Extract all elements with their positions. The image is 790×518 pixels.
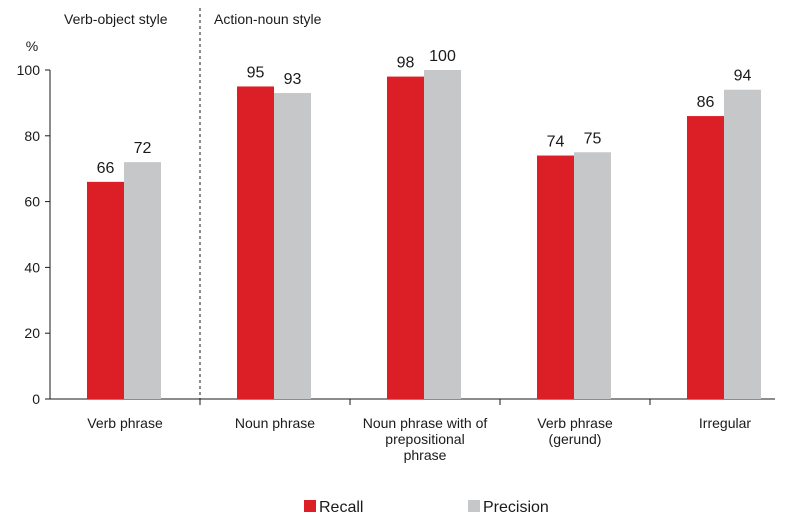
section-label-action-noun: Action-noun style — [214, 11, 322, 27]
x-category-label: Noun phrase with of prepositional phrase — [363, 415, 488, 463]
x-category-label-line: Verb phrase — [87, 415, 163, 431]
y-tick-label: 40 — [24, 259, 40, 275]
bar-recall-3 — [537, 155, 574, 399]
bar-precision-3 — [574, 152, 611, 399]
x-category-label-line: Noun phrase — [235, 415, 315, 431]
x-category-label-line: Verb phrase — [537, 415, 613, 431]
data-label-recall-4: 86 — [697, 94, 715, 111]
bar-recall-1 — [237, 86, 274, 399]
bar-recall-4 — [687, 116, 724, 399]
legend-swatch-recall — [304, 500, 316, 512]
bar-recall-0 — [87, 181, 124, 399]
data-label-recall-1: 95 — [247, 64, 265, 81]
y-tick-label: 80 — [24, 128, 40, 144]
y-tick-label: 60 — [24, 194, 40, 210]
data-label-recall-0: 66 — [97, 160, 115, 177]
legend-label-precision: Precision — [483, 499, 549, 516]
legend-label-recall: Recall — [319, 499, 363, 516]
x-category-label-line: Noun phrase with of — [363, 415, 488, 431]
x-category-label: Verb phrase (gerund) — [537, 415, 613, 447]
x-category-label-line: prepositional — [385, 431, 464, 447]
section-label-verb-object: Verb-object style — [64, 11, 168, 27]
y-axis-unit-label: % — [26, 38, 38, 54]
data-label-precision-3: 75 — [584, 130, 602, 147]
bar-precision-1 — [274, 93, 311, 399]
x-category-label-line: phrase — [404, 447, 447, 463]
axes: 0 20 40 60 80 100% — [17, 8, 775, 407]
y-tick-label: 20 — [24, 325, 40, 341]
bar-precision-0 — [124, 162, 161, 399]
bar-recall-2 — [387, 76, 424, 399]
data-label-recall-3: 74 — [547, 134, 565, 151]
data-label-precision-4: 94 — [734, 68, 752, 85]
labels: Verb-object style Action-noun style 66 72 Ve… — [64, 11, 752, 463]
data-label-precision-2: 100 — [429, 48, 456, 65]
y-tick-label: 100 — [17, 62, 41, 78]
y-tick-label: 0 — [32, 391, 40, 407]
x-category-label: Irregular — [699, 415, 751, 431]
x-category-label-line: Irregular — [699, 415, 751, 431]
x-category-label-line: (gerund) — [549, 431, 602, 447]
data-label-recall-2: 98 — [397, 55, 415, 72]
bars — [87, 70, 761, 400]
bar-precision-2 — [424, 70, 461, 399]
legend: Recall Precision — [304, 499, 549, 516]
x-category-label: Verb phrase — [87, 415, 163, 431]
legend-swatch-precision — [468, 500, 480, 512]
data-label-precision-1: 93 — [284, 71, 302, 88]
bar-precision-4 — [724, 89, 761, 400]
x-category-label: Noun phrase — [235, 415, 315, 431]
data-label-precision-0: 72 — [134, 140, 152, 157]
